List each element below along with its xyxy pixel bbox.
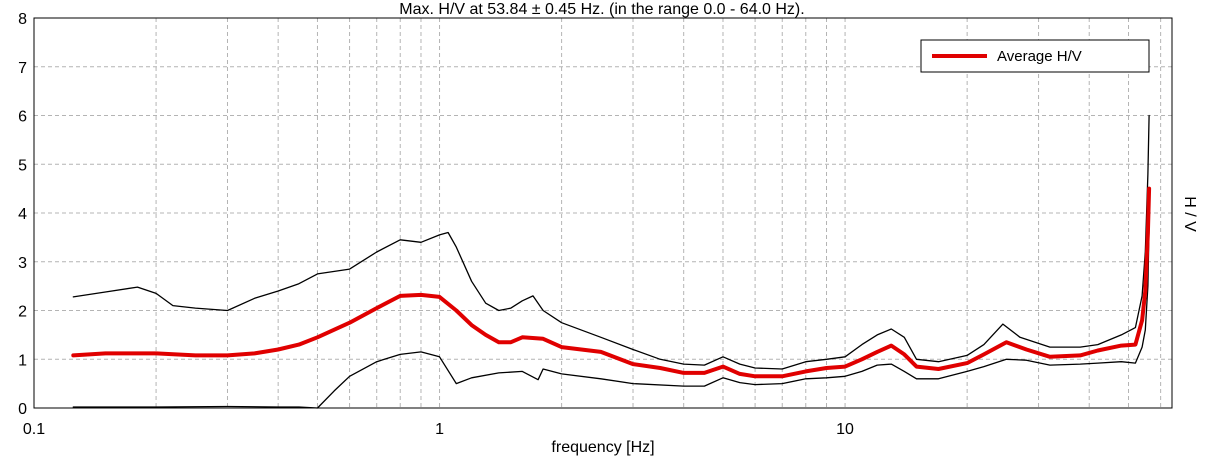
chart-title: Max. H/V at 53.84 ± 0.45 Hz. (in the ran… [399,1,804,18]
y-tick-label: 1 [18,352,27,369]
y-tick-label: 2 [18,304,27,321]
series-average-hv [71,186,1152,379]
x-tick-label: 1 [435,421,444,438]
plot-frame [33,17,1173,409]
y-tick-label: 0 [18,401,27,418]
grid [34,18,1172,408]
x-tick-label: 0.1 [23,421,45,438]
legend: Average H/V [920,39,1150,73]
y-tick-label: 7 [18,60,27,77]
y-tick-label: 8 [18,11,27,28]
x-axis-label: frequency [Hz] [551,439,654,456]
series-std-bound-line [72,114,1150,370]
y-tick-labels: 0 1 2 3 4 5 6 7 8 [18,11,27,418]
y-tick-label: 4 [18,206,27,223]
y-tick-label: 6 [18,109,27,126]
series-lines [71,114,1152,409]
legend-label-average-hv: Average H/V [997,48,1082,65]
series-std-bound-line [72,222,1150,409]
y-axis-label: H / V [1181,196,1198,232]
y-tick-label: 5 [18,157,27,174]
x-tick-label: 10 [836,421,854,438]
x-tick-labels: 0.1 1 10 [23,421,854,438]
y-tick-label: 3 [18,255,27,272]
